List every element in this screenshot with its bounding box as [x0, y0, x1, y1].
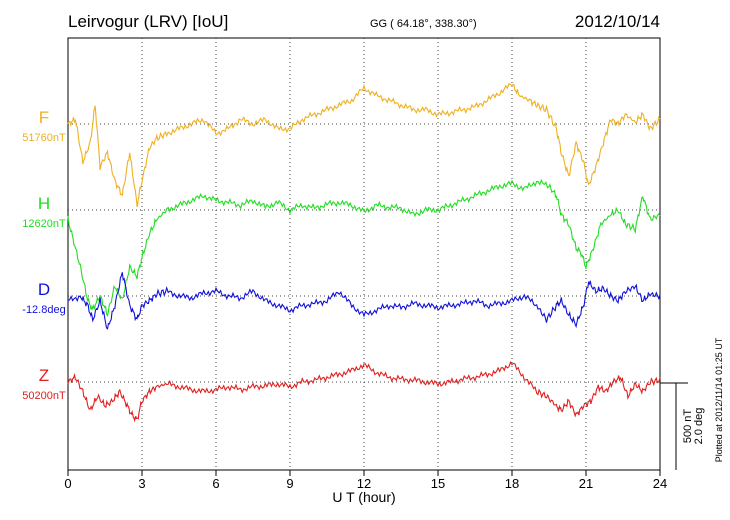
scale-bar-nt: 500 nT — [682, 409, 694, 444]
baselines: F 51760nT H 12620nT D -12.8deg Z 50200nT — [22, 108, 660, 402]
baseline-value-h: 12620nT — [22, 218, 66, 230]
x-tick-label: 0 — [64, 476, 71, 491]
x-ticks: 0 3 6 9 12 15 18 21 24 — [64, 470, 667, 491]
baseline-value-z: 50200nT — [22, 390, 66, 402]
x-tick-label: 24 — [653, 476, 667, 491]
series-name-f: F — [39, 108, 49, 127]
baseline-value-f: 51760nT — [22, 132, 66, 144]
series-line-d — [67, 272, 661, 330]
grid — [141, 38, 587, 470]
x-tick-label: 18 — [505, 476, 519, 491]
series-name-z: Z — [39, 366, 49, 385]
x-tick-label: 3 — [138, 476, 145, 491]
series-lines — [67, 82, 661, 423]
date-label: 2012/10/14 — [575, 12, 660, 31]
series-line-f — [67, 82, 661, 208]
series-name-d: D — [38, 280, 50, 299]
x-tick-label: 21 — [579, 476, 593, 491]
series-name-h: H — [38, 194, 50, 213]
x-tick-label: 15 — [431, 476, 445, 491]
geographic-coords: GG ( 64.18°, 338.30°) — [370, 18, 477, 30]
scale-bar-deg: 2.0 deg — [693, 408, 705, 445]
x-tick-label: 12 — [357, 476, 371, 491]
x-tick-label: 6 — [212, 476, 219, 491]
series-line-h — [67, 178, 661, 318]
x-axis-label: U T (hour) — [332, 489, 395, 505]
plotted-note: Plotted at 2012/11/14 01:25 UT — [714, 337, 724, 462]
series-line-z — [67, 361, 661, 423]
x-tick-label: 9 — [286, 476, 293, 491]
baseline-value-d: -12.8deg — [22, 304, 65, 316]
station-title: Leirvogur (LRV) [IoU] — [68, 12, 228, 31]
scale-bar: 500 nT 2.0 deg — [660, 382, 705, 470]
